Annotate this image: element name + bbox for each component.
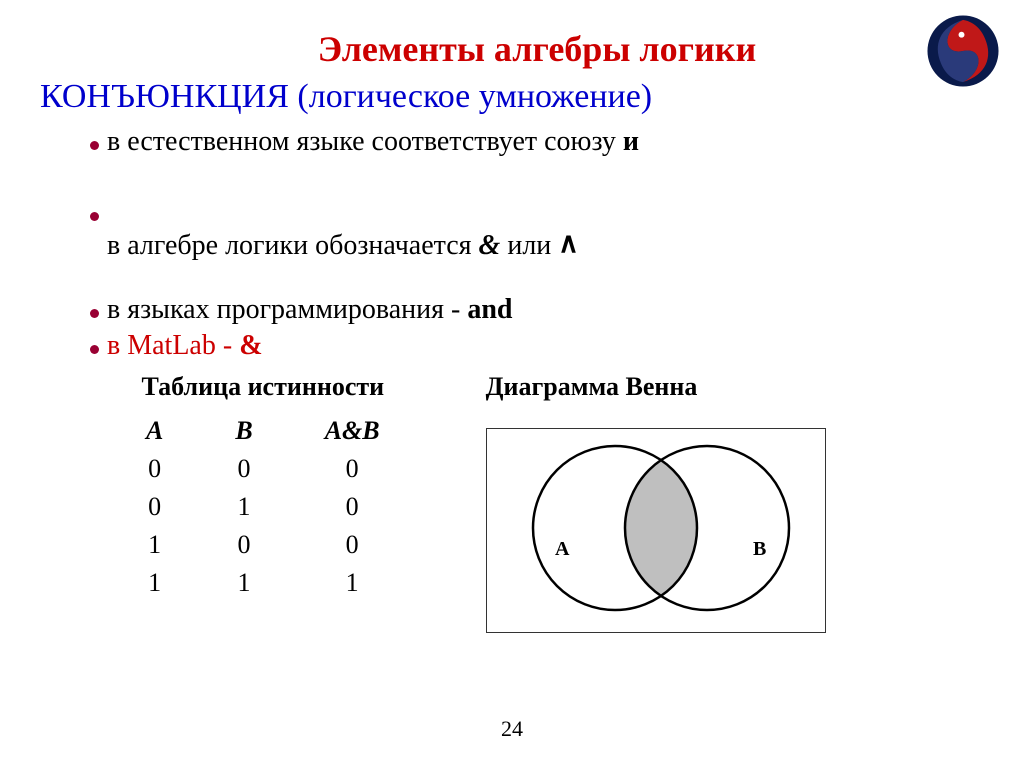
col-a: A — [110, 412, 199, 450]
truth-table-title: Таблица истинности — [110, 372, 416, 402]
bullet-dot-icon — [90, 309, 99, 318]
svg-text:A: A — [555, 538, 570, 560]
bullet-item-algebra: в алгебре логики обозначается & или ∨ — [90, 212, 1014, 262]
bullet-text-natural-prefix: в естественном языке соответствует союзу — [107, 126, 623, 157]
table-cell: 1 — [110, 564, 199, 602]
table-row: 010 — [110, 488, 416, 526]
bullet-text-algebra-sym1: & — [479, 230, 501, 261]
table-row: 111 — [110, 564, 416, 602]
bullet-list: в естественном языке соответствует союзу… — [90, 126, 1014, 362]
table-cell: 0 — [110, 488, 199, 526]
svg-text:B: B — [753, 538, 766, 560]
table-cell: 0 — [199, 526, 288, 564]
table-cell: 0 — [199, 450, 288, 488]
bullet-text-prog-bold: and — [467, 294, 512, 325]
bullet-dot-icon — [90, 212, 99, 221]
table-cell: 1 — [199, 564, 288, 602]
bullet-item-natural: в естественном языке соответствует союзу… — [90, 126, 1014, 158]
bullet-dot-icon — [90, 345, 99, 354]
bullet-text-prog-prefix: в языках программирования - — [107, 294, 467, 325]
logo-icon — [926, 14, 1000, 88]
table-cell: 1 — [199, 488, 288, 526]
bullet-text-algebra-sym2: ∨ — [558, 228, 579, 262]
table-row: 100 — [110, 526, 416, 564]
bullet-text-algebra-mid: или — [500, 230, 558, 261]
table-cell: 0 — [110, 450, 199, 488]
bullet-text-algebra-prefix: в алгебре логики обозначается — [107, 230, 479, 261]
slide-subtitle: КОНЪЮНКЦИЯ (логическое умножение) — [40, 78, 1014, 116]
col-ab: A&B — [289, 412, 416, 450]
table-cell: 0 — [289, 526, 416, 564]
slide-title: Элементы алгебры логики — [60, 28, 1014, 70]
table-cell: 1 — [289, 564, 416, 602]
truth-table-block: Таблица истинности A B A&B 000010100111 — [110, 372, 416, 602]
col-b: B — [199, 412, 288, 450]
table-header-row: A B A&B — [110, 412, 416, 450]
table-cell: 0 — [289, 450, 416, 488]
bullet-text-matlab-prefix: в MatLab - — [107, 330, 239, 361]
bullet-text-matlab-bold: & — [239, 330, 262, 361]
table-cell: 0 — [289, 488, 416, 526]
page-number: 24 — [0, 716, 1024, 742]
bullet-dot-icon — [90, 141, 99, 150]
table-row: 000 — [110, 450, 416, 488]
venn-title: Диаграмма Венна — [486, 372, 826, 402]
bullet-item-prog: в языках программирования - and — [90, 294, 1014, 326]
venn-diagram: AB — [486, 428, 826, 633]
table-cell: 1 — [110, 526, 199, 564]
truth-table: A B A&B 000010100111 — [110, 412, 416, 602]
bullet-text-natural-bold: и — [623, 126, 639, 157]
venn-block: Диаграмма Венна AB — [486, 372, 826, 633]
bullet-item-matlab: в MatLab - & — [90, 330, 1014, 362]
